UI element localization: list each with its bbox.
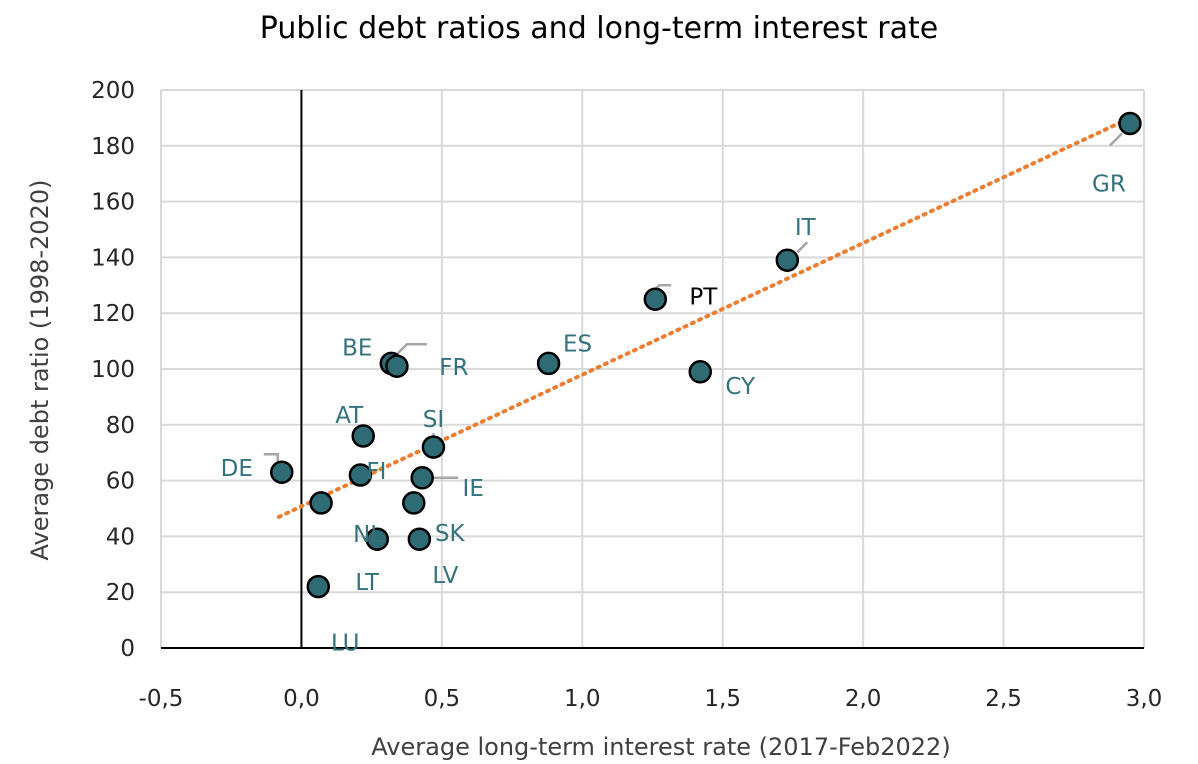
data-label-sk: SK	[435, 521, 466, 547]
y-axis-title: Average debt ratio (1998-2020)	[26, 180, 54, 561]
data-point-fi	[348, 463, 373, 487]
trendline-layer	[276, 118, 1127, 519]
chart-title: Public debt ratios and long-term interes…	[260, 11, 938, 46]
x-axis-title: Average long-term interest rate (2017-Fe…	[371, 733, 950, 761]
data-label-de: DE	[221, 456, 253, 482]
data-point-gr	[1118, 111, 1142, 136]
tick-labels: 0 20 40 60 80 100 120 140 160 180 200 -0,5 0,0 0,5 1,0…	[91, 78, 1162, 712]
data-label-fr: FR	[439, 355, 468, 381]
data-label-es: ES	[563, 331, 592, 357]
y-tick-label: 120	[91, 301, 135, 327]
data-label-nl: NL	[353, 522, 383, 548]
x-tick-label: 1,5	[704, 686, 741, 712]
y-tick-label: 60	[106, 469, 135, 495]
data-label-si: SI	[423, 407, 444, 433]
gridlines	[160, 89, 1145, 649]
leader-line	[263, 452, 280, 465]
data-point-fr	[385, 354, 409, 378]
x-tick-label: 1,0	[564, 686, 601, 712]
y-tick-label: 160	[91, 190, 135, 216]
leader-line	[796, 241, 809, 254]
data-point-it	[775, 248, 800, 272]
y-tick-label: 200	[91, 78, 135, 104]
data-label-lu: LU	[331, 631, 360, 657]
y-tick-label: 100	[91, 357, 135, 383]
data-point-sk	[402, 491, 426, 515]
data-points	[270, 111, 1142, 599]
data-point-lt	[365, 527, 390, 551]
data-label-at: AT	[335, 403, 364, 429]
data-point-lu	[306, 574, 331, 599]
data-point-lv	[407, 527, 432, 551]
y-tick-label: 20	[106, 580, 135, 606]
leader-line	[1109, 132, 1123, 147]
y-tick-label: 80	[106, 413, 135, 439]
trendline	[276, 118, 1127, 519]
data-label-lv: LV	[432, 563, 458, 589]
data-label-ie: IE	[463, 476, 484, 502]
data-point-at	[351, 424, 375, 448]
x-tick-label: -0,5	[139, 686, 184, 712]
y-tick-label: 0	[120, 636, 135, 662]
data-label-pt: PT	[689, 284, 718, 310]
data-point-pt	[643, 287, 668, 311]
data-label-be: BE	[342, 335, 372, 361]
data-label-fi: FI	[366, 459, 386, 485]
data-point-nl	[309, 491, 333, 515]
x-tick-label: 0,5	[424, 686, 461, 712]
data-point-de	[270, 460, 294, 484]
x-tick-label: 3,0	[1126, 686, 1163, 712]
data-point-ie	[410, 466, 434, 490]
data-label-it: IT	[795, 215, 817, 241]
y-tick-label: 140	[91, 245, 135, 271]
data-point-cy	[688, 360, 712, 384]
x-tick-label: 2,5	[985, 686, 1022, 712]
y-tick-label: 40	[106, 524, 135, 550]
data-label-lt: LT	[355, 570, 380, 596]
point-labels: DE NL LU AT FI LT BE FR SK LV IE SI ES PT CY IT GR	[221, 171, 1126, 656]
data-point-es	[536, 351, 561, 376]
data-point-si	[421, 435, 446, 459]
data-label-gr: GR	[1092, 171, 1126, 197]
y-tick-label: 180	[91, 134, 135, 160]
x-tick-label: 0,0	[283, 686, 320, 712]
x-tick-label: 2,0	[845, 686, 882, 712]
data-label-cy: CY	[725, 374, 756, 400]
